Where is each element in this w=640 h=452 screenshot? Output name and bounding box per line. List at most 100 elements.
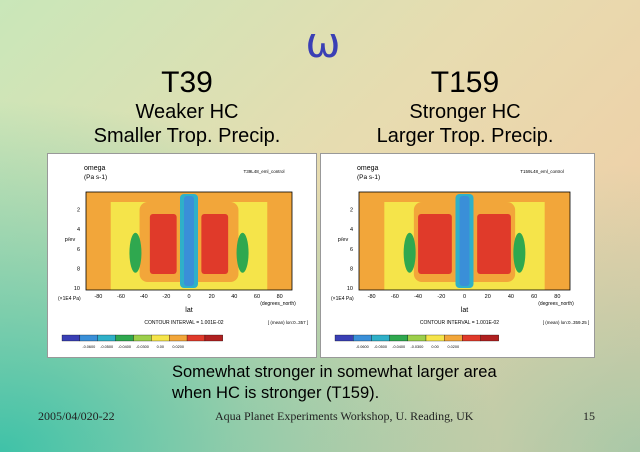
x-tick-label: -40 <box>414 294 422 300</box>
colorbar-swatch <box>444 334 463 342</box>
colorbar-swatch <box>186 334 206 342</box>
plot-variable-label: omega <box>357 165 379 172</box>
left-line2: Smaller Trop. Precip. <box>93 125 281 147</box>
plot-svg: omega (Pa s-1) T39L48_eml_control 2 4 6 8 10 p/e… <box>58 165 308 349</box>
mean-label: [ (mean) lon:0..359.25 ] <box>543 320 590 325</box>
y-axis-label: p/ev <box>65 237 76 243</box>
x-tick-label: -20 <box>162 294 170 300</box>
y-tick-label: 6 <box>350 247 353 253</box>
x-tick-label: 20 <box>485 294 491 300</box>
colorbar-label: 0.00 <box>157 345 164 349</box>
plot-field <box>359 192 570 290</box>
caption-line1: Somewhat stronger in somewhat larger are… <box>172 363 497 381</box>
plot-field <box>86 192 292 290</box>
x-tick-label: -60 <box>391 294 399 300</box>
plot-units-label: (Pa s-1) <box>84 174 107 181</box>
colorbar-swatch <box>407 334 427 342</box>
equatorial-ascent-core <box>459 196 470 286</box>
colorbar-swatch <box>115 334 134 342</box>
y-tick-label: 6 <box>77 247 80 253</box>
x-tick-label: 60 <box>531 294 537 300</box>
x-tick-label: 80 <box>554 294 560 300</box>
colorbar-label: -0.0600 <box>356 345 369 349</box>
mean-label: [ (mean) lon:0..357 ] <box>268 320 308 325</box>
colorbar-label: -0.0500 <box>100 345 113 349</box>
left-resolution: T39 <box>161 66 213 99</box>
right-resolution: T159 <box>430 66 500 99</box>
y-tick-label: 8 <box>77 266 80 272</box>
ascent-south-midlat <box>129 232 142 273</box>
colorbar-swatch <box>353 334 372 342</box>
x-tick-label: 0 <box>187 294 190 300</box>
descent-left-edge <box>359 192 385 290</box>
plot-variable-label: omega <box>84 165 106 172</box>
colorbar-swatch <box>371 334 390 342</box>
colorbar-swatch <box>462 334 481 342</box>
colorbar-swatch <box>169 334 188 342</box>
colorbar-label: -0.0400 <box>118 345 131 349</box>
footer-date: 2005/04/020-22 <box>38 409 115 423</box>
colorbar-label: -0.0600 <box>82 345 95 349</box>
right-line1: Stronger HC <box>409 101 521 123</box>
x-tick-label: 80 <box>277 294 283 300</box>
y-units-label: (×1E4 Pa) <box>58 296 81 302</box>
x-axis-label: lat <box>461 307 468 314</box>
ascent-south-midlat <box>403 232 416 273</box>
left-column-title: T39 Weaker HC Smaller Trop. Precip. <box>82 66 292 148</box>
colorbar-label: -0.0300 <box>410 345 423 349</box>
plot-frame <box>358 191 571 291</box>
colorbar-swatch <box>204 334 223 342</box>
colorbar-swatch <box>425 334 445 342</box>
plot-svg: omega (Pa s-1) T159L48_eml_control 2 4 6 8 10 p/… <box>331 165 590 349</box>
x-axis-label: lat <box>185 307 192 314</box>
x-tick-label: 40 <box>508 294 514 300</box>
strong-descent-south <box>418 214 452 274</box>
x-tick-label: -20 <box>437 294 445 300</box>
colorbar-swatch <box>61 334 81 342</box>
ascent-north-midlat <box>513 232 526 273</box>
colorbar-swatch <box>97 334 116 342</box>
strong-descent-south <box>149 214 177 274</box>
x-tick-label: -40 <box>140 294 148 300</box>
y-tick-label: 2 <box>350 208 353 214</box>
footer-page-number: 15 <box>583 409 595 423</box>
colorbar-label: -0.0500 <box>374 345 387 349</box>
y-tick-label: 8 <box>350 266 353 272</box>
right-omega-plot: omega (Pa s-1) T159L48_eml_control 2 4 6 8 10 p/… <box>320 153 595 358</box>
descent-left-edge <box>86 192 111 290</box>
strong-descent-north <box>477 214 511 274</box>
colorbar-label: -0.0400 <box>392 345 405 349</box>
plot-run-label: T159L48_eml_control <box>520 169 564 174</box>
left-line1: Weaker HC <box>135 101 239 123</box>
plot-units-label: (Pa s-1) <box>357 174 380 181</box>
x-tick-label: 60 <box>254 294 260 300</box>
colorbar-swatch <box>480 334 499 342</box>
left-omega-plot: omega (Pa s-1) T39L48_eml_control 2 4 6 8 10 p/e… <box>47 153 317 358</box>
y-axis-label: p/ev <box>338 237 349 243</box>
y-tick-label: 10 <box>74 286 80 292</box>
omega-symbol: ω <box>305 18 341 67</box>
x-units-label: (degrees_north) <box>538 301 574 307</box>
contour-interval-label: CONTOUR INTERVAL = 1.001E-02 <box>420 320 499 326</box>
y-units-label: (×1E4 Pa) <box>331 296 354 302</box>
colorbar-label: -0.0300 <box>136 345 149 349</box>
y-tick-label: 2 <box>77 208 80 214</box>
x-tick-label: 0 <box>463 294 466 300</box>
colorbar-label: 0.0200 <box>447 345 459 349</box>
equatorial-ascent-core <box>184 196 194 286</box>
colorbar-swatch <box>79 334 98 342</box>
y-tick-label: 4 <box>350 227 353 233</box>
caption: Somewhat stronger in somewhat larger are… <box>172 362 572 404</box>
plot-run-label: T39L48_eml_control <box>243 169 284 174</box>
ascent-north-midlat <box>236 232 249 273</box>
colorbar-label: 0.00 <box>431 345 438 349</box>
plot-frame <box>85 191 293 291</box>
y-tick-label: 4 <box>77 227 80 233</box>
caption-line2: when HC is stronger (T159). <box>172 384 380 402</box>
contour-interval-label: CONTOUR INTERVAL = 1.001E-02 <box>144 320 223 326</box>
colorbar-swatch <box>133 334 152 342</box>
colorbar-swatch <box>151 334 170 342</box>
x-tick-label: -80 <box>368 294 376 300</box>
strong-descent-north <box>201 214 229 274</box>
footer-event: Aqua Planet Experiments Workshop, U. Rea… <box>215 409 474 423</box>
